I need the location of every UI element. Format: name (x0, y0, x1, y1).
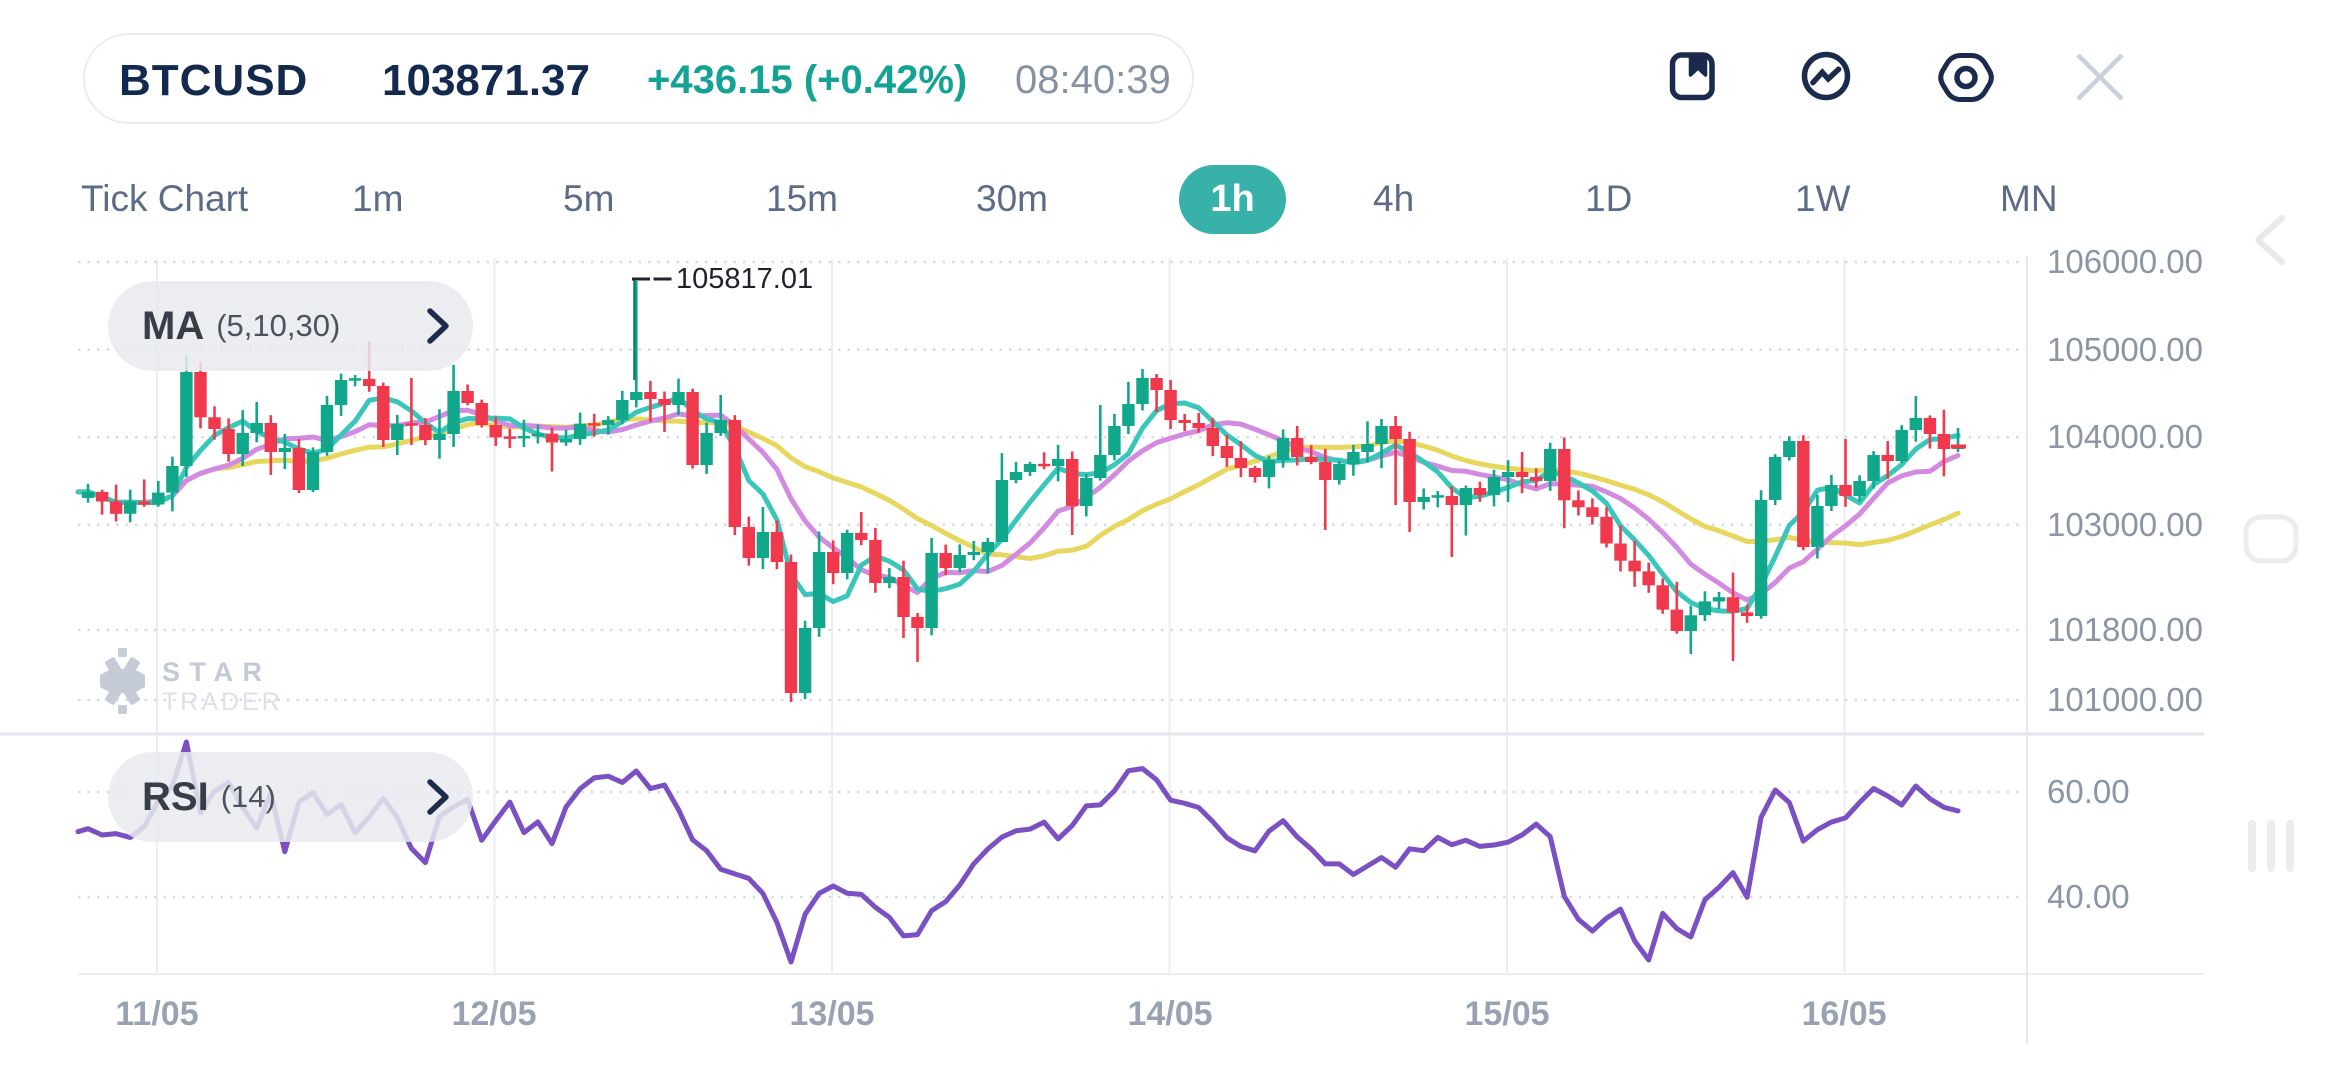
svg-text:TRADER: TRADER (162, 688, 283, 716)
svg-text:STAR: STAR (162, 657, 272, 687)
